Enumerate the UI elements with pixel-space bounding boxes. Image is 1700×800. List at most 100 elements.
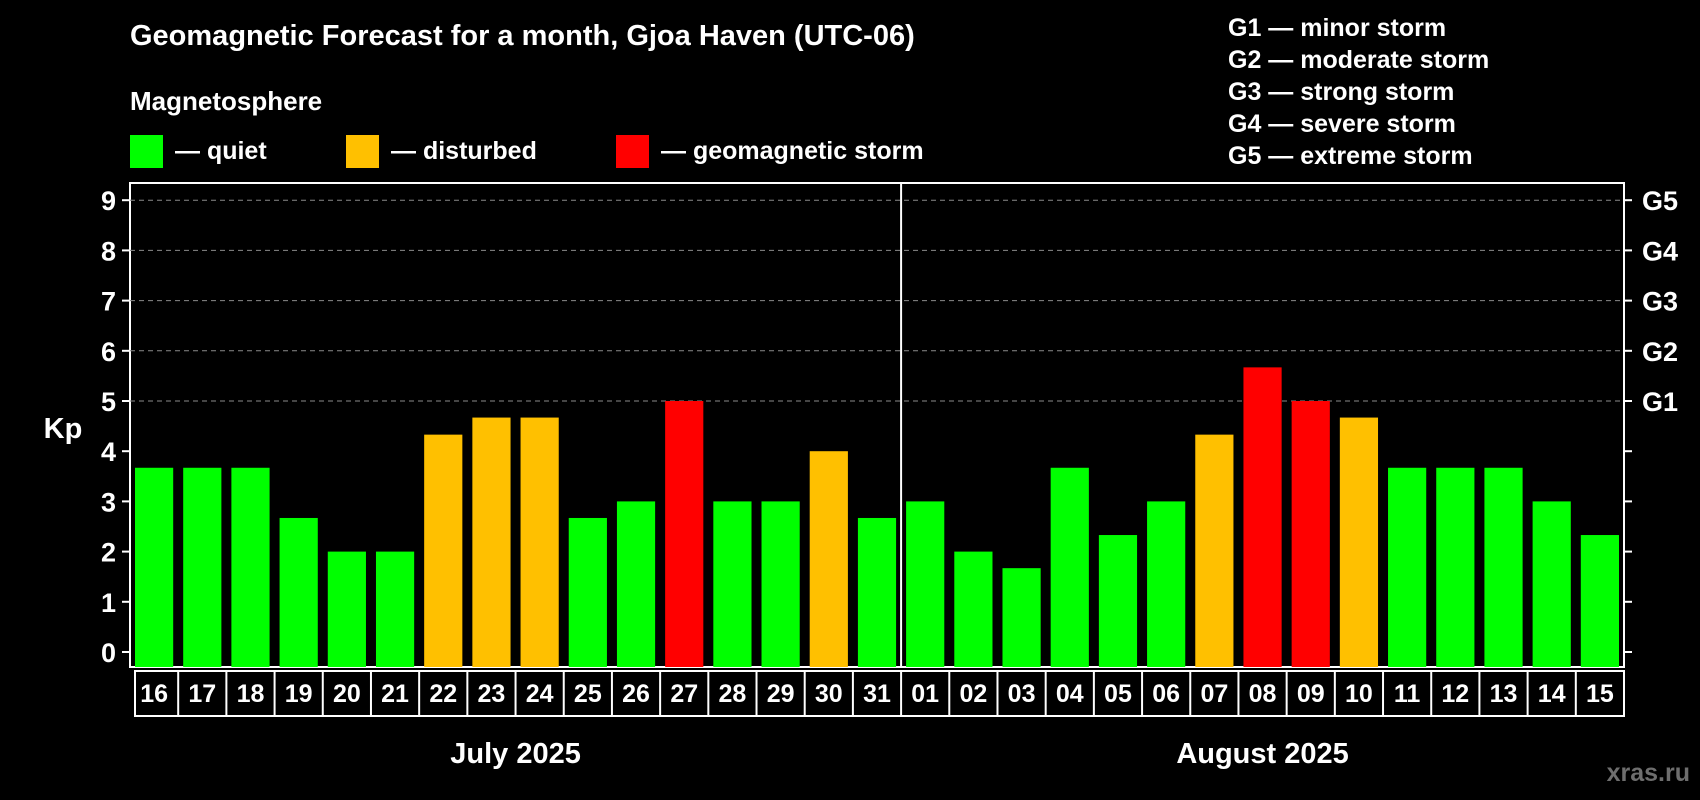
x-tick-label: 21 bbox=[381, 680, 409, 708]
bar-day-6 bbox=[375, 551, 415, 667]
bar-day-26 bbox=[1339, 417, 1379, 667]
y-tick-label: 2 bbox=[101, 538, 116, 568]
x-tick-label: 13 bbox=[1490, 680, 1518, 708]
bar-day-27 bbox=[1388, 467, 1427, 667]
x-tick-label: 14 bbox=[1538, 680, 1566, 708]
y-tick-label: 4 bbox=[101, 437, 116, 467]
legend-storm: — geomagnetic storm bbox=[616, 134, 924, 168]
bar-day-20 bbox=[1050, 467, 1089, 667]
g-level-label: G3 bbox=[1642, 287, 1678, 317]
x-tick-label: 30 bbox=[815, 680, 843, 708]
storm-scale-legend: G1 — minor storm G2 — moderate storm G3 … bbox=[1228, 12, 1489, 172]
legend-quiet-swatch bbox=[130, 134, 163, 168]
bar-day-21 bbox=[1098, 535, 1138, 667]
x-tick-label: 08 bbox=[1249, 680, 1277, 708]
bar-day-31 bbox=[1580, 535, 1619, 667]
bar-day-8 bbox=[472, 417, 511, 667]
bar-day-17 bbox=[906, 501, 945, 667]
legend-storm-swatch bbox=[616, 134, 649, 168]
x-tick-label: 22 bbox=[429, 680, 457, 708]
bar-day-12 bbox=[665, 401, 704, 667]
bar-day-5 bbox=[327, 551, 366, 667]
month-label: August 2025 bbox=[1176, 738, 1348, 770]
x-tick-label: 23 bbox=[478, 680, 506, 708]
x-tick-label: 18 bbox=[237, 680, 265, 708]
g-level-label: G5 bbox=[1642, 186, 1678, 216]
y-tick-label: 6 bbox=[101, 337, 116, 367]
legend-quiet: — quiet bbox=[130, 134, 267, 168]
storm-scale-g2: G2 — moderate storm bbox=[1228, 46, 1490, 74]
bar-day-18 bbox=[954, 551, 993, 667]
x-tick-label: 02 bbox=[959, 680, 987, 708]
x-tick-label: 12 bbox=[1441, 680, 1469, 708]
bar-day-29 bbox=[1484, 467, 1523, 667]
x-tick-label: 04 bbox=[1056, 680, 1084, 708]
legend-storm-label: — geomagnetic storm bbox=[661, 136, 924, 165]
bar-day-9 bbox=[520, 417, 559, 667]
watermark: xras.ru bbox=[1606, 759, 1690, 787]
y-tick-label: 7 bbox=[101, 287, 116, 317]
storm-scale-g1: G1 — minor storm bbox=[1228, 14, 1447, 42]
y-tick-label: 0 bbox=[101, 638, 116, 668]
x-tick-label: 01 bbox=[911, 680, 939, 708]
bar-day-7 bbox=[424, 434, 463, 667]
bar-day-14 bbox=[761, 501, 800, 667]
y-tick-label: 5 bbox=[101, 387, 116, 417]
x-tick-label: 03 bbox=[1008, 680, 1036, 708]
legend-subtitle: Magnetosphere bbox=[130, 86, 323, 116]
bar-day-10 bbox=[568, 517, 607, 667]
bar-day-13 bbox=[713, 501, 752, 667]
storm-scale-g3: G3 — strong storm bbox=[1228, 78, 1455, 106]
month-label: July 2025 bbox=[450, 738, 581, 770]
bar-day-23 bbox=[1195, 434, 1234, 667]
legend-disturbed-label: — disturbed bbox=[391, 136, 537, 165]
x-tick-label: 17 bbox=[188, 680, 216, 708]
bar-day-15 bbox=[809, 451, 848, 667]
date-axis-frame bbox=[134, 670, 1625, 717]
bar-day-30 bbox=[1532, 501, 1571, 667]
y-tick-label: 3 bbox=[101, 487, 116, 517]
x-tick-label: 27 bbox=[670, 680, 698, 708]
y-tick-label: 9 bbox=[101, 186, 116, 216]
x-tick-label: 31 bbox=[863, 680, 891, 708]
legend-disturbed: — disturbed bbox=[346, 134, 537, 168]
x-tick-label: 24 bbox=[526, 680, 554, 708]
bar-day-19 bbox=[1002, 568, 1041, 667]
g-level-label: G4 bbox=[1642, 236, 1678, 266]
x-tick-label: 16 bbox=[140, 680, 168, 708]
x-tick-label: 29 bbox=[767, 680, 795, 708]
g-level-label: G1 bbox=[1642, 387, 1678, 417]
x-tick-label: 09 bbox=[1297, 680, 1325, 708]
x-tick-label: 10 bbox=[1345, 680, 1373, 708]
g-level-label: G2 bbox=[1642, 337, 1678, 367]
bar-day-4 bbox=[279, 517, 318, 667]
bar-day-3 bbox=[231, 467, 270, 667]
x-tick-label: 19 bbox=[285, 680, 313, 708]
bar-day-1 bbox=[135, 467, 174, 667]
x-tick-label: 07 bbox=[1200, 680, 1228, 708]
x-tick-label: 28 bbox=[719, 680, 747, 708]
chart-title: Geomagnetic Forecast for a month, Gjoa H… bbox=[130, 20, 915, 52]
x-tick-label: 25 bbox=[574, 680, 602, 708]
bar-day-11 bbox=[616, 501, 656, 667]
bar-day-24 bbox=[1243, 367, 1282, 667]
storm-scale-g4: G4 — severe storm bbox=[1228, 110, 1456, 138]
x-tick-label: 11 bbox=[1394, 680, 1421, 708]
x-tick-label: 06 bbox=[1152, 680, 1180, 708]
x-tick-label: 26 bbox=[622, 680, 650, 708]
x-tick-label: 05 bbox=[1104, 680, 1132, 708]
bar-day-2 bbox=[183, 467, 222, 667]
bar-day-28 bbox=[1436, 467, 1475, 667]
x-tick-label: 20 bbox=[333, 680, 361, 708]
bar-day-25 bbox=[1291, 401, 1330, 667]
y-tick-label: 1 bbox=[101, 588, 116, 618]
storm-scale-g5: G5 — extreme storm bbox=[1228, 142, 1473, 170]
bar-day-22 bbox=[1147, 501, 1186, 667]
x-tick-label: 15 bbox=[1586, 680, 1614, 708]
legend-quiet-label: — quiet bbox=[175, 136, 267, 165]
legend-disturbed-swatch bbox=[346, 134, 379, 168]
y-axis-label: Kp bbox=[44, 413, 83, 445]
bar-day-16 bbox=[857, 517, 897, 667]
y-tick-label: 8 bbox=[101, 236, 116, 266]
